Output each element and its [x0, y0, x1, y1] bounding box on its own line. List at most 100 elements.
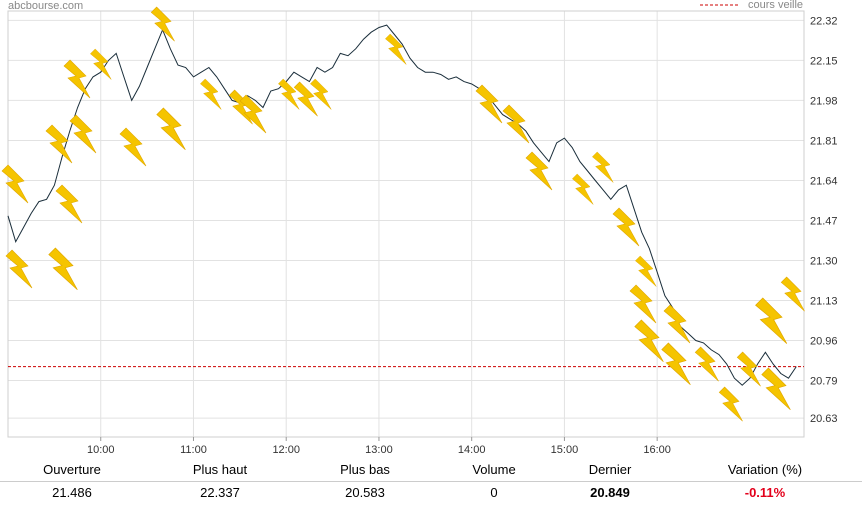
lightning-icon [694, 346, 719, 382]
lightning-icon [572, 173, 594, 205]
lightning-bolt-shape [612, 207, 640, 247]
lightning-icon [200, 78, 222, 110]
lightning-bolt-shape [635, 255, 657, 287]
lightning-bolt-shape [475, 84, 503, 124]
x-tick-label: 16:00 [643, 444, 671, 456]
y-tick-label: 21.13 [810, 295, 838, 307]
plot-frame [7, 10, 805, 438]
lightning-bolt-shape [780, 276, 805, 312]
lightning-bolt-shape [572, 173, 594, 205]
lightning-icon [150, 6, 175, 42]
stat-label-volume: Volume [472, 462, 516, 477]
x-tick-label: 11:00 [180, 444, 207, 456]
x-axis: 10:00 11:00 12:00 13:00 14:00 15:00 16:00 [87, 437, 671, 456]
legend-label: cours veille [748, 0, 803, 11]
x-tick-label: 10:00 [87, 444, 115, 456]
lightning-bolt-shape [48, 247, 78, 291]
legend: cours veille [700, 0, 803, 11]
source-label: abcbourse.com [8, 0, 83, 12]
stat-label-variation: Variation (%) [727, 462, 803, 477]
lightning-icon [69, 114, 97, 154]
stat-label-low: Plus bas [340, 462, 390, 477]
price-line [7, 24, 797, 386]
lightning-bolt-shape [310, 78, 332, 110]
lightning-bolt-shape [1, 164, 29, 204]
y-tick-label: 22.15 [810, 55, 838, 67]
lightning-icon [634, 319, 664, 363]
y-tick-label: 21.47 [810, 215, 838, 227]
lightning-icon [755, 297, 788, 344]
lightning-icon [278, 78, 300, 110]
intraday-price-chart: abcbourse.com cours veille 10:00 11:00 12:… [1, 0, 838, 456]
lightning-bolt-shape [525, 151, 553, 191]
lightning-icon [5, 249, 33, 289]
stat-value-volume: 0 [490, 485, 498, 500]
stat-value-variation: -0.11% [744, 485, 786, 500]
lightning-icon [661, 342, 691, 386]
lightning-bolt-shape [45, 124, 73, 164]
lightning-overlay [1, 6, 805, 422]
lightning-icon [293, 81, 318, 117]
stat-value-low: 20.583 [345, 485, 385, 500]
stat-value-open: 21.486 [52, 485, 92, 500]
lightning-bolt-shape [119, 127, 147, 167]
lightning-bolt-shape [661, 342, 691, 386]
lightning-bolt-shape [385, 33, 407, 65]
y-tick-label: 20.63 [810, 413, 838, 425]
lightning-icon [761, 367, 791, 411]
lightning-bolt-shape [55, 184, 83, 224]
lightning-bolt-shape [200, 78, 222, 110]
y-tick-label: 20.96 [810, 336, 838, 348]
lightning-bolt-shape [63, 59, 91, 99]
lightning-icon [612, 207, 640, 247]
stats-panel: Ouverture Plus haut Plus bas Volume Dern… [0, 460, 862, 508]
y-tick-label: 21.30 [810, 255, 838, 267]
lightning-icon [502, 104, 530, 144]
y-tick-label: 21.81 [810, 135, 838, 147]
lightning-icon [385, 33, 407, 65]
y-tick-label: 20.79 [810, 376, 838, 388]
lightning-bolt-shape [5, 249, 33, 289]
lightning-bolt-shape [90, 48, 112, 80]
stat-label-last: Dernier [588, 462, 632, 477]
lightning-bolt-shape [278, 78, 300, 110]
lightning-bolt-shape [736, 351, 761, 387]
lightning-icon [55, 184, 83, 224]
lightning-icon [780, 276, 805, 312]
lightning-icon [525, 151, 553, 191]
lightning-icon [475, 84, 503, 124]
x-tick-label: 14:00 [458, 444, 486, 456]
lightning-bolt-shape [761, 367, 791, 411]
lightning-icon [629, 284, 657, 324]
stats-separator [0, 481, 862, 482]
lightning-icon [63, 59, 91, 99]
lightning-bolt-shape [663, 304, 691, 344]
lightning-icon [239, 94, 267, 134]
lightning-bolt-shape [239, 94, 267, 134]
lightning-icon [45, 124, 73, 164]
lightning-bolt-shape [502, 104, 530, 144]
lightning-bolt-shape [293, 81, 318, 117]
lightning-bolt-shape [150, 6, 175, 42]
stat-value-last: 20.849 [590, 485, 630, 500]
lightning-icon [310, 78, 332, 110]
chart-grid [8, 11, 804, 437]
lightning-icon [736, 351, 761, 387]
x-tick-label: 15:00 [551, 444, 579, 456]
lightning-icon [718, 386, 743, 422]
lightning-icon [119, 127, 147, 167]
lightning-bolt-shape [156, 107, 186, 151]
lightning-bolt-shape [694, 346, 719, 382]
lightning-icon [635, 255, 657, 287]
lightning-icon [156, 107, 186, 151]
x-tick-label: 13:00 [365, 444, 393, 456]
lightning-bolt-shape [755, 297, 788, 344]
y-axis: 22.32 22.15 21.98 21.81 21.64 21.47 21.30 21.13… [810, 15, 838, 425]
lightning-bolt-shape [69, 114, 97, 154]
lightning-icon [90, 48, 112, 80]
stat-value-high: 22.337 [200, 485, 240, 500]
lightning-bolt-shape [629, 284, 657, 324]
lightning-icon [663, 304, 691, 344]
y-tick-label: 21.64 [810, 175, 838, 187]
stat-label-high: Plus haut [192, 462, 248, 477]
